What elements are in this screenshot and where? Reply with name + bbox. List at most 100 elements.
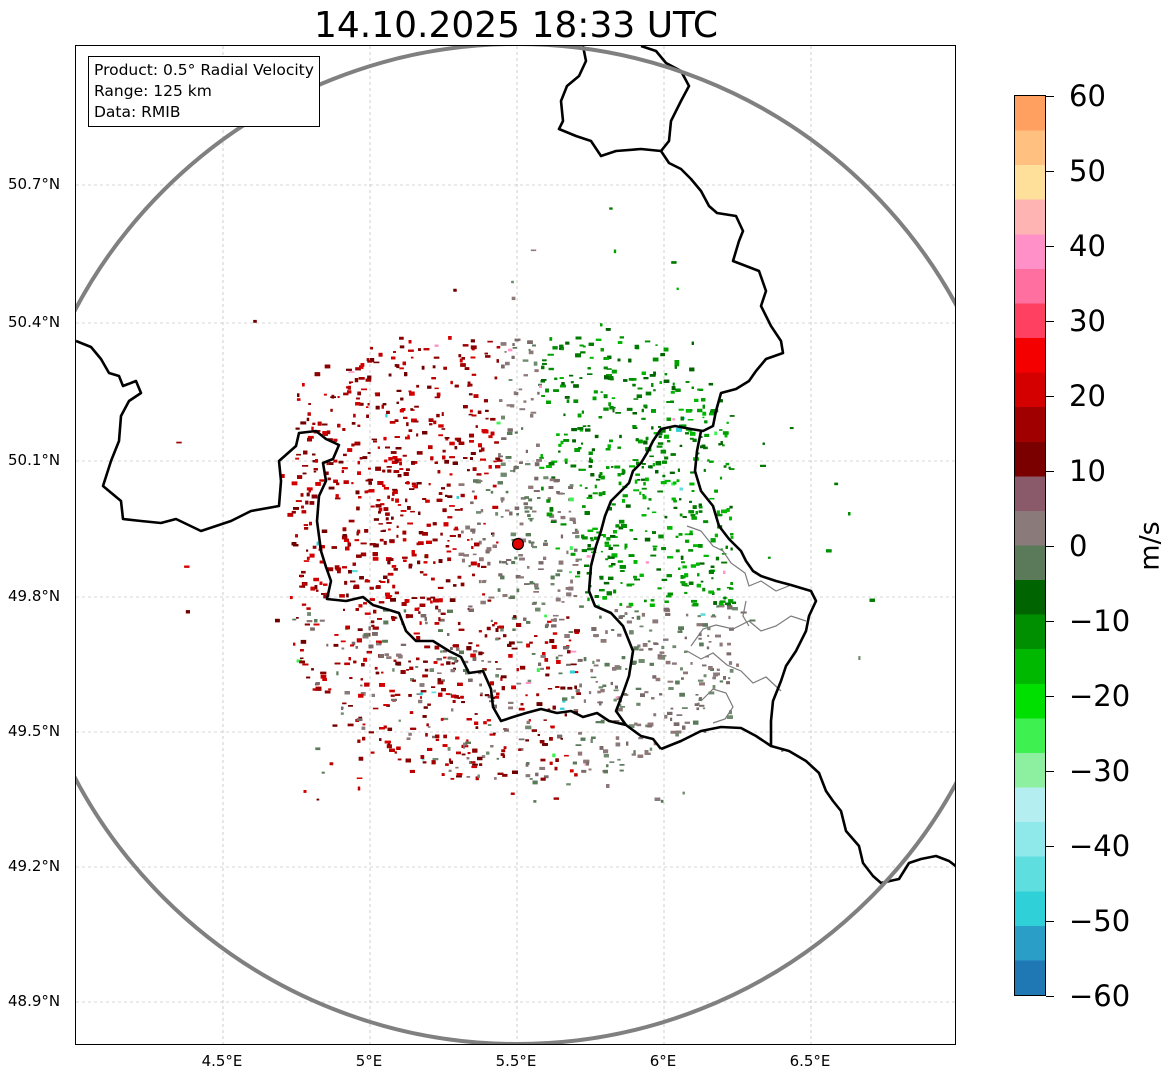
- velocity-echo: [427, 726, 431, 728]
- velocity-echo: [482, 593, 486, 596]
- velocity-echo: [377, 446, 380, 449]
- velocity-echo: [450, 778, 455, 780]
- velocity-echo: [658, 426, 661, 428]
- velocity-echo: [652, 619, 659, 624]
- velocity-echo: [378, 580, 382, 582]
- velocity-echo: [541, 365, 545, 370]
- velocity-echo: [416, 433, 419, 437]
- velocity-echo: [311, 426, 314, 431]
- velocity-echo: [449, 535, 456, 537]
- velocity-echo: [729, 505, 733, 509]
- velocity-echo: [343, 608, 345, 611]
- velocity-echo: [637, 754, 644, 758]
- velocity-echo: [670, 400, 674, 403]
- velocity-echo: [335, 497, 341, 500]
- velocity-echo: [634, 344, 639, 349]
- velocity-echo: [588, 451, 593, 455]
- velocity-echo: [700, 580, 704, 583]
- velocity-echo: [396, 401, 399, 404]
- velocity-echo: [661, 645, 665, 650]
- velocity-echo: [463, 669, 469, 672]
- velocity-echo: [511, 616, 517, 620]
- velocity-echo: [613, 530, 617, 534]
- velocity-echo: [569, 670, 575, 674]
- velocity-echo: [688, 510, 695, 514]
- velocity-echo: [691, 341, 694, 345]
- velocity-echo: [432, 758, 439, 761]
- velocity-echo: [549, 337, 553, 341]
- velocity-echo: [618, 526, 624, 530]
- velocity-echo: [695, 511, 698, 515]
- velocity-echo: [496, 346, 501, 349]
- velocity-echo: [721, 561, 728, 564]
- velocity-echo: [438, 617, 441, 622]
- velocity-echo: [287, 512, 294, 517]
- velocity-echo: [707, 634, 710, 637]
- velocity-echo: [482, 668, 487, 671]
- velocity-echo: [366, 358, 370, 362]
- velocity-echo: [560, 686, 566, 690]
- velocity-echo: [606, 764, 609, 768]
- velocity-echo: [396, 653, 402, 657]
- velocity-echo: [385, 517, 389, 521]
- velocity-echo: [602, 684, 607, 687]
- velocity-echo: [475, 776, 479, 781]
- velocity-echoes: [176, 207, 875, 803]
- velocity-echo: [485, 489, 491, 491]
- velocity-echo: [455, 736, 460, 740]
- velocity-echo: [295, 534, 298, 538]
- velocity-echo: [371, 624, 375, 627]
- velocity-echo: [345, 546, 350, 551]
- velocity-echo: [566, 663, 571, 666]
- velocity-echo: [459, 650, 464, 655]
- velocity-echo: [359, 457, 363, 460]
- velocity-echo: [555, 547, 560, 550]
- velocity-echo: [507, 643, 512, 647]
- velocity-echo: [653, 742, 657, 746]
- velocity-echo: [619, 434, 622, 439]
- radar-map-canvas: [76, 46, 955, 1044]
- velocity-echo: [391, 497, 394, 502]
- velocity-echo: [693, 720, 699, 725]
- velocity-echo: [602, 596, 607, 600]
- velocity-echo: [406, 737, 411, 740]
- velocity-echo: [642, 463, 646, 465]
- velocity-echo: [617, 446, 622, 449]
- velocity-echo: [494, 376, 498, 380]
- velocity-echo: [394, 436, 400, 438]
- velocity-echo: [629, 529, 633, 532]
- velocity-echo: [299, 660, 305, 664]
- velocity-echo: [730, 536, 734, 539]
- velocity-echo: [623, 693, 627, 696]
- velocity-echo: [542, 652, 546, 655]
- velocity-echo: [399, 409, 404, 413]
- velocity-echo: [625, 504, 631, 508]
- velocity-echo: [690, 471, 696, 474]
- velocity-echo: [594, 536, 600, 540]
- velocity-echo: [657, 587, 662, 590]
- velocity-echo: [414, 607, 419, 611]
- velocity-echo: [501, 561, 507, 564]
- velocity-echo: [505, 456, 512, 459]
- velocity-echo: [551, 460, 558, 463]
- velocity-echo: [628, 554, 635, 557]
- velocity-echo: [609, 761, 615, 763]
- velocity-echo: [303, 524, 309, 526]
- velocity-echo: [749, 619, 756, 622]
- radar-map[interactable]: [75, 45, 956, 1045]
- velocity-echo: [477, 410, 482, 414]
- velocity-echo: [681, 677, 684, 680]
- velocity-echo: [666, 401, 671, 403]
- velocity-echo: [364, 529, 369, 533]
- velocity-echo: [574, 773, 578, 777]
- velocity-echo: [595, 721, 601, 724]
- velocity-echo: [486, 626, 491, 631]
- velocity-echo: [683, 671, 688, 675]
- velocity-echo: [408, 732, 412, 736]
- velocity-echo: [500, 342, 507, 346]
- velocity-echo: [524, 583, 530, 585]
- velocity-echo: [567, 650, 571, 654]
- velocity-echo: [613, 698, 617, 702]
- velocity-echo: [496, 459, 503, 462]
- velocity-echo: [341, 647, 345, 650]
